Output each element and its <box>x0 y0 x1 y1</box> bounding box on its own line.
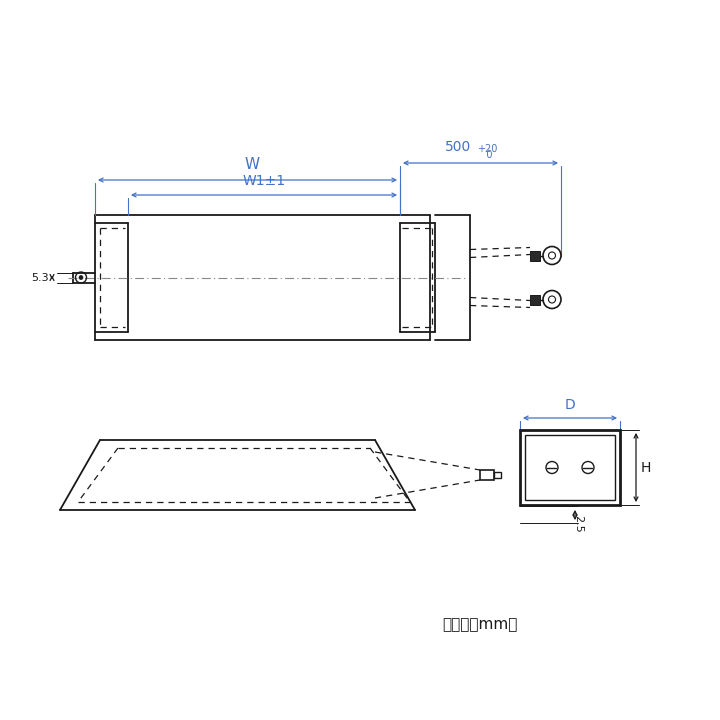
Text: +20: +20 <box>477 144 498 154</box>
Bar <box>494 472 501 478</box>
Text: 0: 0 <box>477 150 492 160</box>
Text: （単位：mm）: （単位：mm） <box>442 618 518 632</box>
Bar <box>520 430 620 505</box>
Bar <box>530 251 540 261</box>
Text: 5.3: 5.3 <box>32 272 49 282</box>
Text: D: D <box>564 398 575 412</box>
Text: W: W <box>245 157 260 172</box>
Bar <box>530 294 540 305</box>
Text: 2.5: 2.5 <box>573 515 583 533</box>
Bar <box>525 435 615 500</box>
Circle shape <box>79 276 83 279</box>
Text: H: H <box>641 461 652 474</box>
Text: W1±1: W1±1 <box>243 174 286 188</box>
Text: 500: 500 <box>445 140 472 154</box>
Bar <box>480 470 494 480</box>
